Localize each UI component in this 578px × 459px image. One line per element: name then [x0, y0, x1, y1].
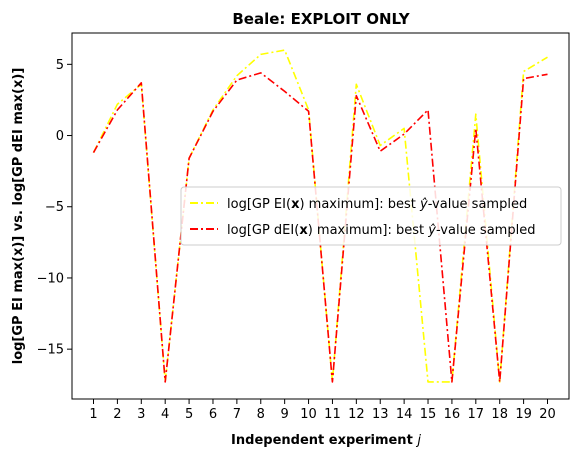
x-tick-label: 19 — [515, 407, 532, 422]
legend-label-dei: log[GP dEI(x) maximum]: best ŷ-value sam… — [227, 223, 535, 238]
series-layer — [92, 49, 548, 383]
x-tick-label: 1 — [89, 407, 97, 422]
x-tick-label: 20 — [539, 407, 556, 422]
x-tick-label: 9 — [281, 407, 289, 422]
x-tick-label: 7 — [233, 407, 241, 422]
y-tick-label: −5 — [45, 200, 64, 215]
x-tick-label: 14 — [396, 407, 413, 422]
x-axis-label: Independent experiment j — [231, 433, 421, 448]
y-tick-label: 5 — [56, 58, 64, 73]
x-tick-label: 6 — [209, 407, 217, 422]
x-tick-label: 3 — [137, 407, 145, 422]
legend-frame — [180, 186, 562, 246]
x-tick-label: 8 — [257, 407, 265, 422]
y-axis-label: log[GP EI max(x)] vs. log[GP dEI max(x)] — [11, 68, 26, 365]
x-tick-label: 18 — [491, 407, 508, 422]
chart-title: Beale: EXPLOIT ONLY — [232, 10, 410, 28]
x-tick-label: 5 — [185, 407, 193, 422]
y-tick-label: −15 — [37, 343, 64, 358]
x-tick-label: 17 — [468, 407, 485, 422]
x-tick-label: 15 — [420, 407, 437, 422]
x-tick-label: 16 — [444, 407, 461, 422]
legend-label-ei: log[GP EI(x) maximum]: best ŷ-value samp… — [227, 197, 527, 212]
x-tick-label: 4 — [161, 407, 169, 422]
x-tick-label: 2 — [113, 407, 121, 422]
series-line-dei — [92, 72, 548, 383]
y-axis: 5 0 −5 −10 −15 — [37, 58, 72, 358]
y-tick-label: 0 — [56, 129, 64, 144]
x-axis: 1 2 3 4 5 6 7 8 9 10 11 12 13 14 15 16 17 18 19 20 — [89, 399, 556, 422]
x-tick-label: 11 — [324, 407, 341, 422]
legend: log[GP EI(x) maximum]: best ŷ-value samp… — [180, 186, 562, 246]
x-tick-label: 13 — [372, 407, 389, 422]
y-tick-label: −10 — [37, 271, 64, 286]
x-tick-label: 10 — [300, 407, 317, 422]
x-tick-label: 12 — [348, 407, 365, 422]
